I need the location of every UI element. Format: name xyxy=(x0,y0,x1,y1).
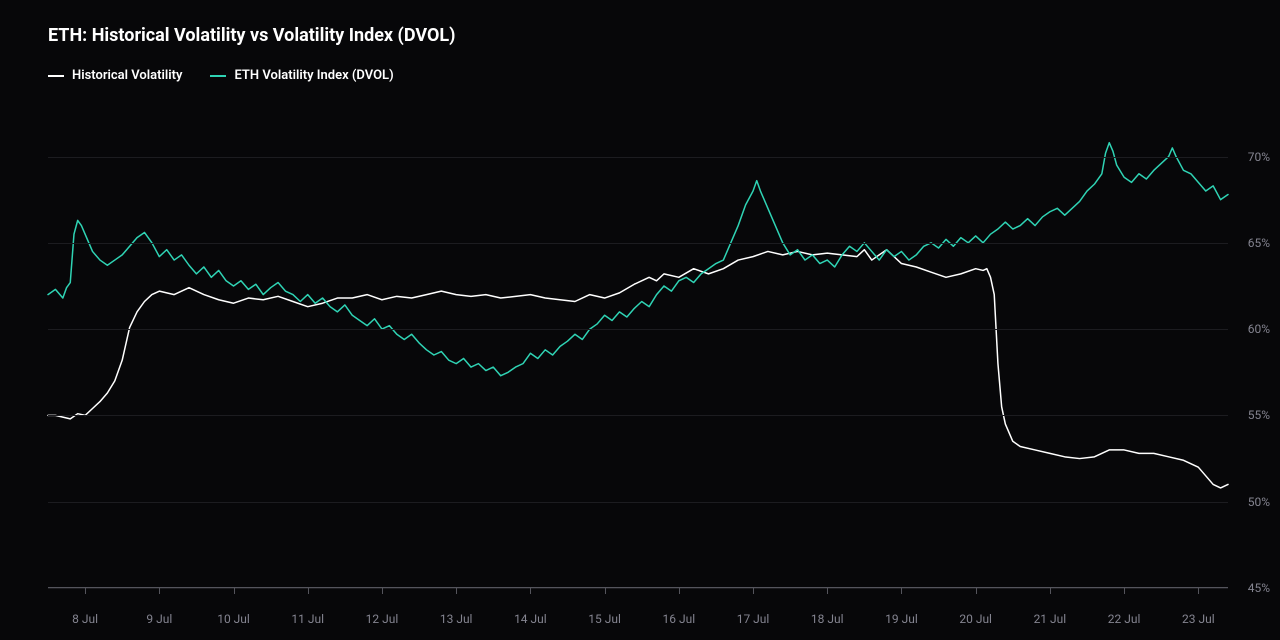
x-axis-label: 16 Jul xyxy=(663,612,696,626)
x-axis-tick xyxy=(234,588,235,594)
y-axis-label: 45% xyxy=(1248,581,1270,595)
x-axis-tick xyxy=(308,588,309,594)
x-axis-label: 22 Jul xyxy=(1108,612,1141,626)
x-axis-label: 12 Jul xyxy=(366,612,399,626)
x-axis-tick xyxy=(679,588,680,594)
x-axis-label: 23 Jul xyxy=(1182,612,1215,626)
x-axis-tick xyxy=(456,588,457,594)
legend-swatch-dvol xyxy=(210,75,226,77)
chart-lines-svg xyxy=(48,122,1228,588)
x-axis-tick xyxy=(1124,588,1125,594)
x-axis-label: 8 Jul xyxy=(72,612,98,626)
legend: Historical Volatility ETH Volatility Ind… xyxy=(0,68,1280,83)
x-axis-tick xyxy=(753,588,754,594)
grid-line xyxy=(48,415,1228,416)
x-axis-label: 18 Jul xyxy=(811,612,844,626)
x-axis-tick xyxy=(85,588,86,594)
x-axis-tick xyxy=(530,588,531,594)
series-line xyxy=(48,143,1228,376)
x-axis-tick xyxy=(1198,588,1199,594)
y-axis-label: 65% xyxy=(1248,236,1270,250)
x-axis-label: 21 Jul xyxy=(1034,612,1067,626)
x-axis-tick xyxy=(976,588,977,594)
x-axis-label: 14 Jul xyxy=(514,612,547,626)
x-axis-label: 9 Jul xyxy=(146,612,172,626)
x-axis-label: 20 Jul xyxy=(959,612,992,626)
grid-line xyxy=(48,329,1228,330)
x-axis-tick xyxy=(159,588,160,594)
legend-item-dvol[interactable]: ETH Volatility Index (DVOL) xyxy=(210,68,393,83)
grid-line xyxy=(48,157,1228,158)
legend-label-hv: Historical Volatility xyxy=(72,68,182,83)
legend-item-hv[interactable]: Historical Volatility xyxy=(48,68,182,83)
series-line xyxy=(48,250,1228,488)
y-axis-label: 70% xyxy=(1248,150,1270,164)
y-axis-label: 55% xyxy=(1248,408,1270,422)
x-axis-tick xyxy=(901,588,902,594)
legend-label-dvol: ETH Volatility Index (DVOL) xyxy=(234,68,393,83)
x-axis-tick xyxy=(382,588,383,594)
grid-line xyxy=(48,243,1228,244)
x-axis-label: 17 Jul xyxy=(737,612,770,626)
x-axis-label: 13 Jul xyxy=(440,612,473,626)
x-axis-label: 11 Jul xyxy=(291,612,324,626)
plot-area[interactable]: 8 Jul9 Jul10 Jul11 Jul12 Jul13 Jul14 Jul… xyxy=(48,122,1228,588)
x-axis-tick xyxy=(827,588,828,594)
grid-line xyxy=(48,588,1228,589)
x-axis-label: 10 Jul xyxy=(217,612,250,626)
chart-container: ETH: Historical Volatility vs Volatility… xyxy=(0,0,1280,640)
x-axis-tick xyxy=(1050,588,1051,594)
x-axis-label: 15 Jul xyxy=(588,612,621,626)
x-axis-tick xyxy=(605,588,606,594)
grid-line xyxy=(48,502,1228,503)
x-axis-label: 19 Jul xyxy=(885,612,918,626)
y-axis-label: 60% xyxy=(1248,322,1270,336)
legend-swatch-hv xyxy=(48,75,64,77)
y-axis-label: 50% xyxy=(1248,495,1270,509)
chart-title: ETH: Historical Volatility vs Volatility… xyxy=(0,25,1280,46)
